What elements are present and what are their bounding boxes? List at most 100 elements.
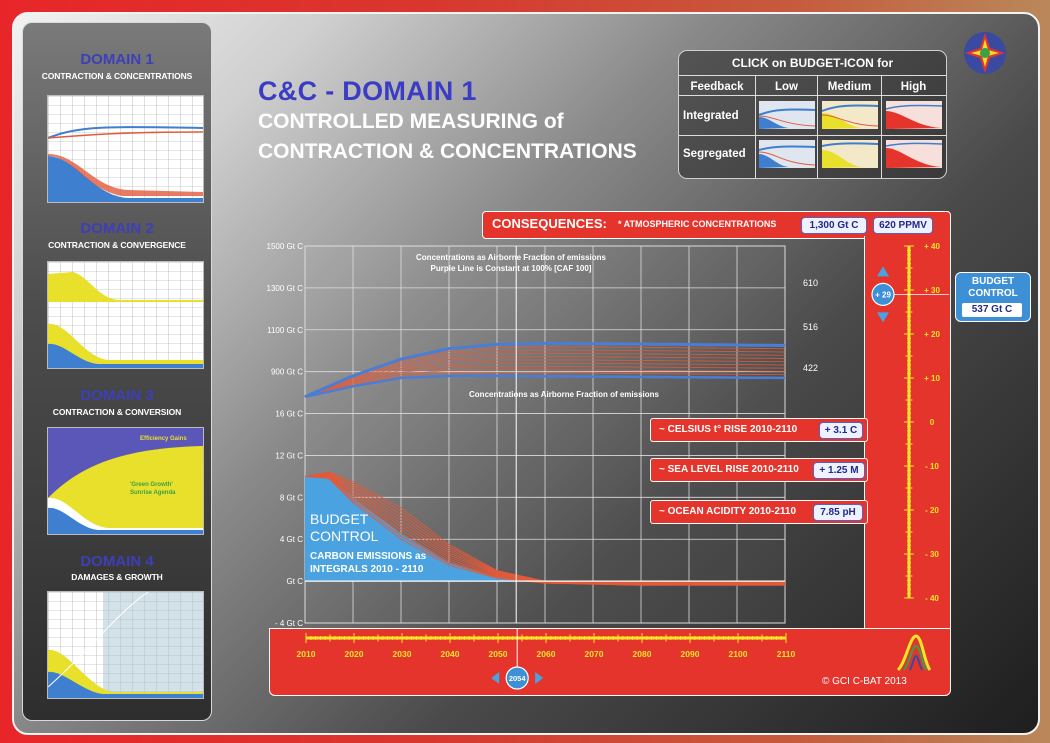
concentration-fan-line (304, 372, 786, 398)
marker-right-arrow-icon[interactable] (535, 672, 544, 684)
atmospheric-concentrations-label: * ATMOSPHERIC CONCENTRATIONS (618, 219, 777, 229)
marker-left-arrow-icon[interactable] (491, 672, 500, 684)
row-segregated-label: Segregated (683, 148, 746, 160)
x-tick-label: 2100 (729, 649, 748, 659)
budget-chart-label-2: CONTROL (310, 528, 379, 544)
budget-emissions-area (305, 476, 785, 582)
y-tick-label: 8 Gt C (280, 493, 303, 502)
budget-icon-segregated-low[interactable] (759, 140, 815, 168)
year-marker-value: 2054 (509, 674, 527, 683)
budget-chart-sub-1: CARBON EMISSIONS as (310, 551, 427, 562)
y-tick-label: 16 Gt C (275, 410, 303, 419)
x-tick-label: 2030 (393, 649, 412, 659)
ocean-acidity-bar: ~ OCEAN ACIDITY 2010-2110 7.85 pH (650, 500, 868, 524)
right-scale-label: + 20 (924, 330, 940, 339)
year-marker-button[interactable] (505, 666, 529, 690)
y-tick-label: - 4 Gt C (275, 619, 303, 628)
right-scale-label: - 40 (925, 594, 939, 603)
ppmv-label: 610 ppmv (803, 278, 818, 288)
domain-4-subtitle: DAMAGES & GROWTH (71, 572, 163, 582)
domain-2-thumbnail[interactable] (47, 261, 204, 369)
right-scale-label: - 20 (925, 506, 939, 515)
domain-4-thumbnail[interactable] (47, 591, 204, 699)
ppmv-label: 422 ppmv (803, 363, 818, 373)
x-tick-label: 2050 (489, 649, 508, 659)
scale-marker-value: + 29 (875, 290, 891, 299)
budget-control-button[interactable]: BUDGET CONTROL 537 Gt C (955, 272, 1031, 322)
domain-3-sunrise-label: Sunrise Agenda (130, 490, 176, 496)
ocean-acidity-value: 7.85 pH (813, 504, 863, 521)
domain-1-title[interactable]: DOMAIN 1 (80, 51, 154, 68)
budget-icon-segregated-medium[interactable] (822, 140, 878, 168)
right-scale-label: + 30 (924, 286, 940, 295)
y-tick-label: 900 Gt C (271, 368, 303, 377)
concentration-fan-line (304, 362, 786, 398)
right-scale-label: 0 (930, 418, 935, 427)
row-integrated-label: Integrated (683, 110, 739, 122)
col-medium-header: Medium (827, 81, 872, 93)
col-low-header: Low (775, 81, 798, 93)
consequences-label: CONSEQUENCES: (492, 216, 607, 231)
annotation-middle: Concentrations as Airborne Fraction of e… (469, 390, 660, 399)
domain-3-title[interactable]: DOMAIN 3 (80, 387, 154, 404)
scale-marker-button[interactable] (871, 282, 895, 307)
celsius-rise-bar: ~ CELSIUS t° RISE 2010-2110 + 3.1 C (650, 418, 868, 442)
domain-2-title[interactable]: DOMAIN 2 (80, 220, 154, 237)
concentration-gtc-value: 1,300 Gt C (801, 217, 867, 234)
concentration-upper-line (304, 341, 786, 399)
concentration-fan-line (304, 356, 786, 398)
budget-selector-heading: CLICK on BUDGET-ICON for (731, 56, 894, 70)
x-tick-label: 2040 (441, 649, 460, 659)
right-scale-label: + 40 (924, 242, 940, 251)
copyright-text: © GCI C-BAT 2013 (822, 676, 907, 687)
concentration-ppmv-value: 620 PPMV (873, 217, 933, 234)
budget-icon-integrated-medium[interactable] (822, 101, 878, 129)
ppmv-label: 516 ppmv (803, 322, 818, 332)
concentration-fan-line (304, 365, 786, 398)
budget-icon-selector: CLICK on BUDGET-ICON for Feedback Low Me… (678, 50, 947, 179)
x-tick-label: 2080 (633, 649, 652, 659)
annotation-top-1: Concentrations as Airborne Fraction of e… (416, 253, 607, 262)
y-tick-label: Gt C (287, 577, 304, 586)
page-title: C&C - DOMAIN 1 (258, 76, 477, 106)
domain-2-subtitle: CONTRACTION & CONVERGENCE (48, 240, 186, 250)
domain-1-subtitle: CONTRACTION & CONCENTRATIONS (41, 71, 193, 81)
col-high-header: High (900, 81, 927, 93)
ocean-acidity-label: ~ OCEAN ACIDITY 2010-2110 (659, 506, 797, 517)
y-tick-label: 1100 Gt C (267, 326, 303, 335)
domain-3-thumbnail[interactable]: Efficiency Gains 'Green Growth' Sunrise … (47, 427, 204, 535)
main-chart: 1500 Gt C 1300 Gt C 1100 Gt C 900 Gt C 16 Gt… (267, 242, 818, 628)
y-tick-label: 12 Gt C (275, 451, 303, 460)
budget-control-title-2: CONTROL (968, 288, 1018, 299)
scale-up-arrow-icon[interactable] (877, 266, 889, 277)
page-subtitle-line-1: CONTROLLED MEASURING of (258, 110, 564, 133)
domain-3-green-label: 'Green Growth' (130, 482, 173, 488)
domain-1-thumbnail[interactable] (47, 95, 204, 203)
domain-4-title[interactable]: DOMAIN 4 (80, 553, 154, 570)
concentration-fan-line (304, 346, 785, 398)
scale-down-arrow-icon[interactable] (877, 312, 889, 323)
concentration-lower-line (304, 374, 785, 399)
domain-3-subtitle: CONTRACTION & CONVERSION (52, 407, 182, 417)
y-tick-label: 4 Gt C (280, 535, 303, 544)
gci-logo-icon (964, 32, 1006, 74)
x-tick-label: 2020 (345, 649, 364, 659)
budget-chart-sub-2: INTEGRALS 2010 - 2110 (310, 564, 424, 575)
celsius-rise-label: ~ CELSIUS t° RISE 2010-2110 (659, 424, 798, 435)
sea-level-rise-label: ~ SEA LEVEL RISE 2010-2110 (659, 464, 799, 475)
domain-3-efficiency-label: Efficiency Gains (140, 436, 187, 442)
annotation-top-2: Purple Line is Constant at 100% [CAF 100… (431, 264, 592, 273)
budget-icon-segregated-high[interactable] (886, 140, 942, 168)
right-scale-label: - 30 (925, 550, 939, 559)
y-tick-label: 1500 Gt C (267, 242, 304, 251)
temperature-scale-bar: + 40 + 30 + 20 + 10 0 - 10 - 20 - 30 - 40 + 29 (864, 236, 951, 632)
budget-chart-label-1: BUDGET (310, 511, 369, 527)
feedback-header: Feedback (690, 81, 744, 93)
budget-icon-integrated-low[interactable] (759, 101, 815, 129)
x-tick-label: 2060 (537, 649, 556, 659)
celsius-rise-value: + 3.1 C (819, 422, 863, 439)
budget-icon-integrated-high[interactable] (886, 101, 942, 129)
y-tick-label: 1300 Gt C (267, 284, 304, 293)
sidebar: DOMAIN 1 CONTRACTION & CONCENTRATIONS DO… (22, 22, 212, 721)
timeline-bar: 2010 2020 2030 2040 2050 2060 2070 2080 2090 2100… (269, 628, 951, 696)
